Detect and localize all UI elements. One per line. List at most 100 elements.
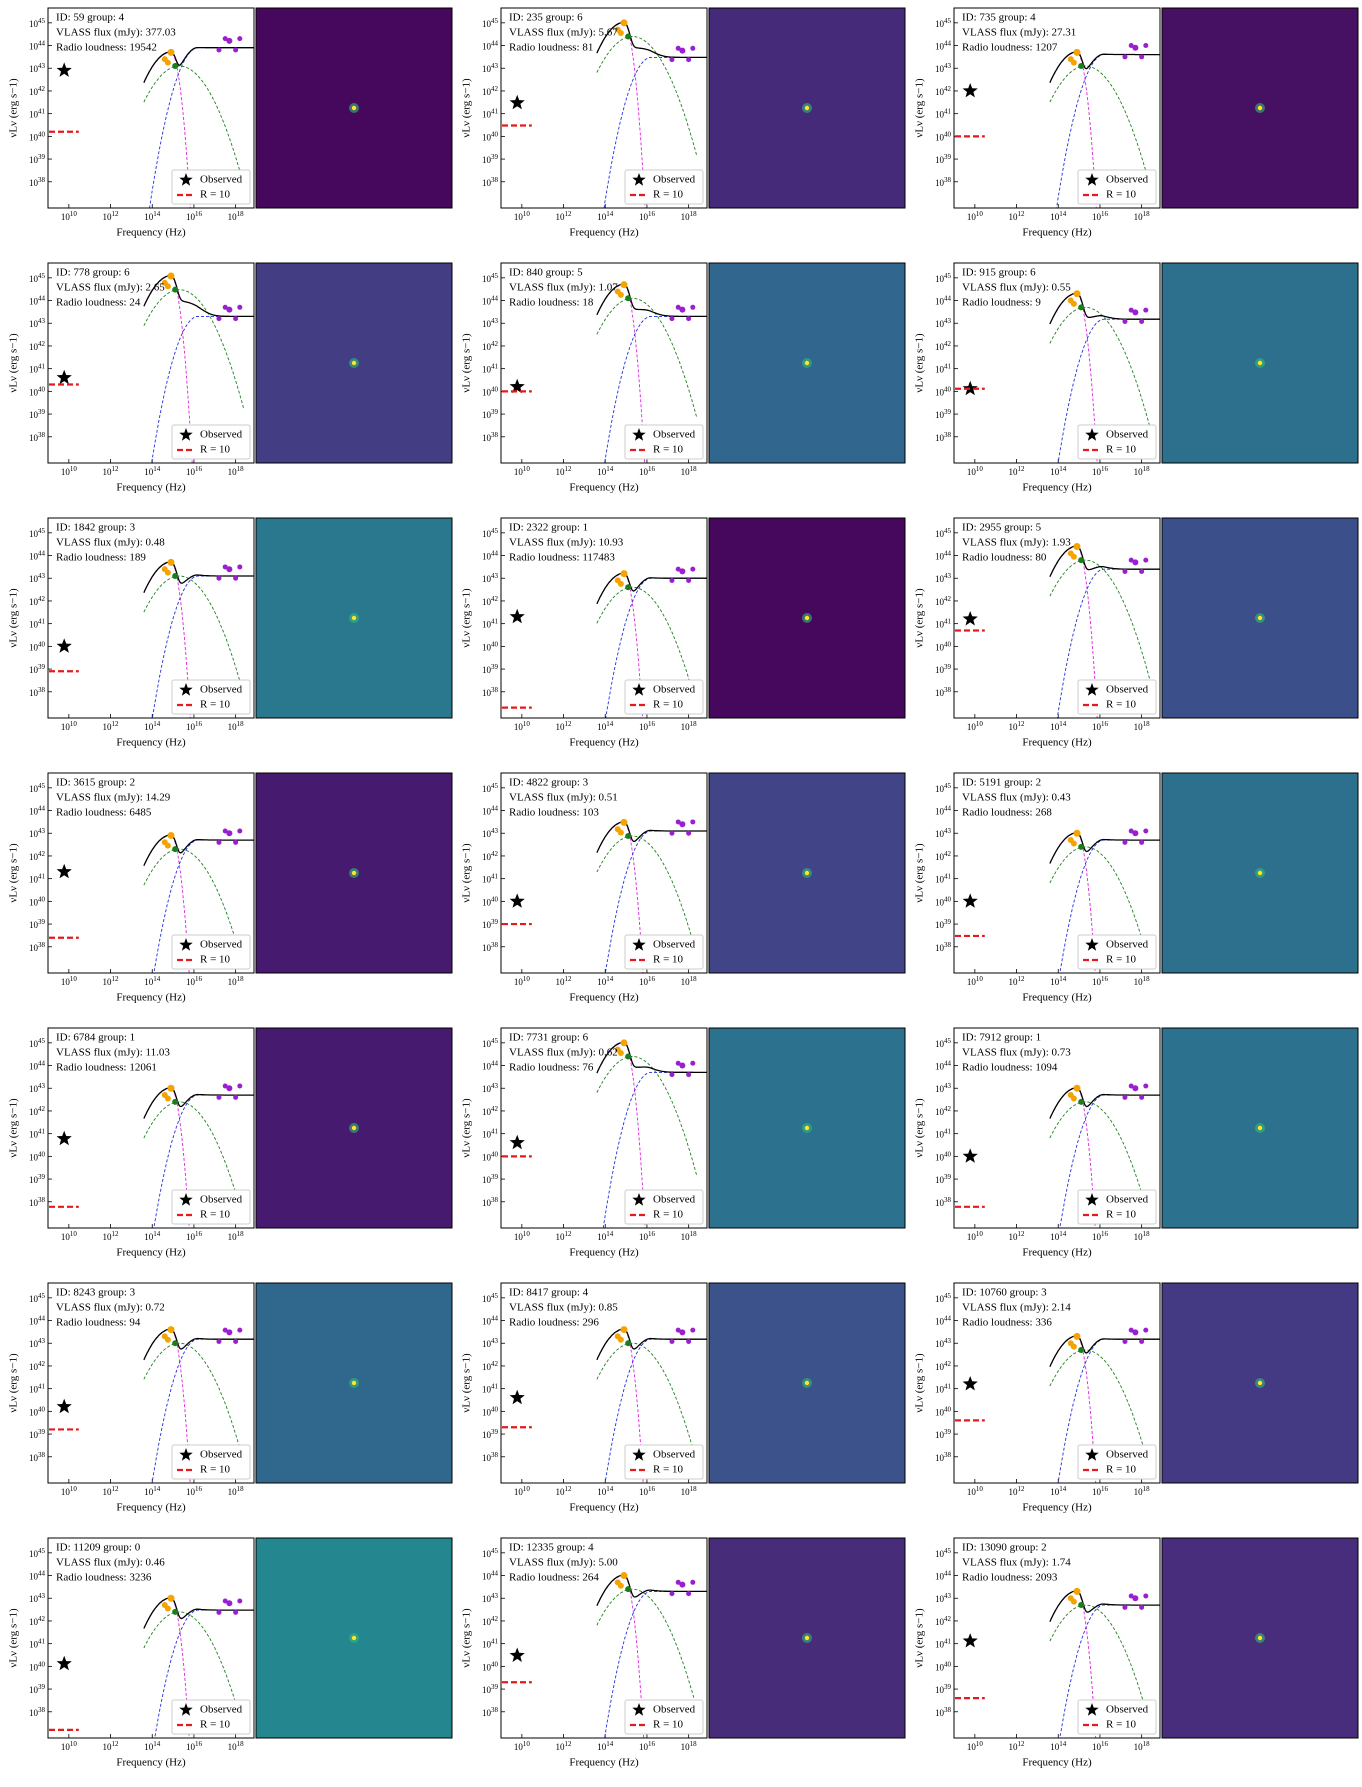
panel: 1010 1012 1014 1016 1018 1038 1039 1040 1041 1042… <box>8 262 453 494</box>
y-tick-label: 1045 <box>482 526 499 538</box>
x-tick-label: 1010 <box>967 1740 984 1752</box>
x-tick-label: 1010 <box>61 210 78 222</box>
y-tick-label: 1040 <box>482 1660 499 1672</box>
corona-curve <box>604 1590 707 1738</box>
y-tick-label: 1043 <box>482 1592 499 1604</box>
panel-flux: VLASS flux (mJy): 0.73 <box>962 1047 1071 1059</box>
y-tick-label: 1040 <box>29 640 46 652</box>
y-tick-label: 1044 <box>29 1314 46 1326</box>
x-tick-label: 1018 <box>1134 1740 1151 1752</box>
xray-point-extra <box>690 304 696 310</box>
legend-star <box>179 1703 193 1716</box>
y-tick-label: 1045 <box>29 271 46 283</box>
x-tick-label: 1012 <box>103 210 120 222</box>
y-tick-label: 1041 <box>29 617 46 629</box>
xray-point <box>226 566 233 573</box>
x-tick-label: 1010 <box>61 465 78 477</box>
xray-point-extra <box>216 1609 222 1615</box>
radio-source <box>351 1635 357 1641</box>
y-tick-label: 1045 <box>935 1036 952 1048</box>
observed-star <box>962 1376 978 1391</box>
y-tick-label: 1045 <box>482 271 499 283</box>
x-tick-label: 1010 <box>514 465 531 477</box>
x-tick-label: 1014 <box>144 720 161 732</box>
xray-point <box>1132 1329 1139 1336</box>
x-tick-label: 1014 <box>144 975 161 987</box>
y-axis-label: νLν (erg s−1) <box>914 333 926 393</box>
y-tick-label: 1042 <box>29 1615 46 1627</box>
y-tick-label: 1044 <box>935 39 952 51</box>
x-tick-label: 1018 <box>681 720 698 732</box>
x-tick-label: 1010 <box>967 1230 984 1242</box>
xray-point-extra <box>216 316 222 322</box>
xray-point-extra <box>233 575 239 581</box>
y-tick-label: 1040 <box>482 1150 499 1162</box>
x-tick-label: 1012 <box>103 1230 120 1242</box>
legend-star <box>1085 173 1099 186</box>
y-tick-label: 1042 <box>935 1615 952 1627</box>
y-tick-label: 1038 <box>29 940 46 952</box>
radio-source <box>351 105 357 111</box>
x-tick-label: 1018 <box>681 1230 698 1242</box>
xray-point <box>679 821 686 828</box>
xray-point-extra <box>233 316 239 322</box>
optical-point <box>167 558 175 566</box>
xray-point-extra <box>669 1338 675 1344</box>
legend-label: Observed <box>200 429 243 441</box>
xray-point-extra <box>216 1094 222 1100</box>
y-tick-label: 1045 <box>482 1546 499 1558</box>
y-tick-label: 1042 <box>29 85 46 97</box>
y-tick-label: 1044 <box>935 294 952 306</box>
y-axis-label: νLν (erg s−1) <box>8 1353 20 1413</box>
radio-source <box>804 1635 810 1641</box>
optical-point <box>620 1572 628 1580</box>
legend-label: R = 10 <box>1106 954 1137 966</box>
x-tick-label: 1018 <box>228 465 245 477</box>
legend-label: Observed <box>1106 174 1149 186</box>
y-axis-label: νLν (erg s−1) <box>461 588 473 648</box>
x-tick-label: 1016 <box>1092 1230 1109 1242</box>
corona-curve <box>151 315 254 463</box>
optical-point <box>167 1594 175 1602</box>
xray-point-extra <box>690 566 696 572</box>
x-tick-label: 1012 <box>1009 210 1025 222</box>
plot-frame <box>47 517 255 719</box>
xray-point-extra <box>237 1598 243 1604</box>
x-axis-label: Frequency (Hz) <box>1022 1757 1092 1769</box>
y-tick-label: 1038 <box>29 1450 46 1462</box>
legend-star <box>179 173 193 186</box>
panel: 1010 1012 1014 1016 1018 1038 1039 1040 1041 1042… <box>914 517 1359 749</box>
model-curves <box>1049 42 1160 208</box>
x-tick-label: 1012 <box>556 1740 573 1752</box>
y-tick-label: 1043 <box>29 572 46 584</box>
legend-label: R = 10 <box>653 444 684 456</box>
x-axis-label: Frequency (Hz) <box>1022 737 1092 749</box>
y-tick-label: 1038 <box>935 1705 952 1717</box>
x-axis-label: Frequency (Hz) <box>116 992 186 1004</box>
x-tick-label: 1014 <box>144 465 161 477</box>
x-axis-label: Frequency (Hz) <box>569 227 639 239</box>
legend-label: R = 10 <box>1106 1209 1137 1221</box>
x-tick-label: 1016 <box>1092 975 1109 987</box>
x-tick-label: 1018 <box>1134 720 1151 732</box>
y-tick-label: 1038 <box>482 685 499 697</box>
xray-point-extra <box>233 47 239 53</box>
xray-point-extra <box>216 1338 222 1344</box>
y-tick-label: 1042 <box>482 1360 499 1372</box>
legend-label: R = 10 <box>653 954 684 966</box>
xray-point-extra <box>686 1072 692 1078</box>
y-tick-label: 1044 <box>482 39 499 51</box>
host-curve <box>596 36 698 157</box>
optical-point <box>620 818 628 826</box>
optical-point <box>1073 1587 1081 1595</box>
optical-point <box>1073 48 1081 56</box>
y-tick-label: 1041 <box>29 362 46 374</box>
legend-label: R = 10 <box>1106 189 1137 201</box>
y-tick-label: 1041 <box>482 107 499 119</box>
legend-label: R = 10 <box>653 1719 684 1731</box>
y-tick-label: 1045 <box>935 1291 952 1303</box>
x-tick-label: 1014 <box>144 1230 161 1242</box>
y-tick-label: 1043 <box>29 62 46 74</box>
y-tick-label: 1043 <box>29 827 46 839</box>
